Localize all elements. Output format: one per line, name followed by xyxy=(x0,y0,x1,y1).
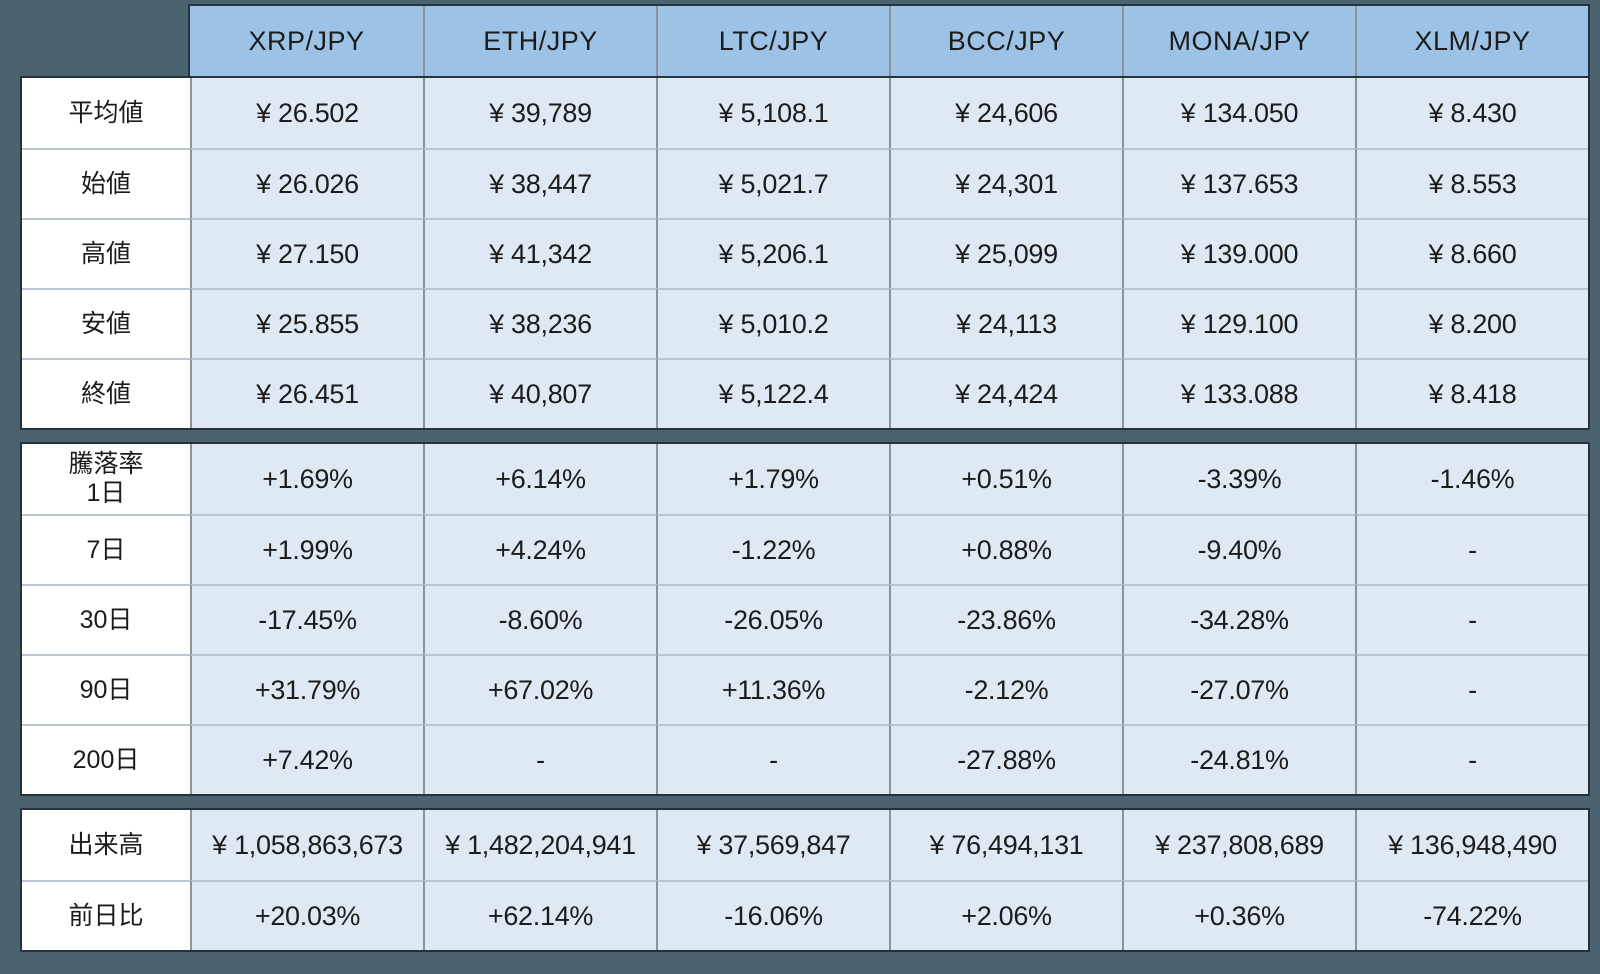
cell-high-mona: ¥ 139.000 xyxy=(1122,218,1355,288)
cell-open-bcc: ¥ 24,301 xyxy=(889,148,1122,218)
cell-prev-day-change-xrp: +20.03% xyxy=(190,880,423,950)
row-label-change-30d: 30日 xyxy=(22,584,190,654)
cell-volume-xrp: ¥ 1,058,863,673 xyxy=(190,810,423,880)
cell-change-30d-mona: -34.28% xyxy=(1122,584,1355,654)
cell-high-bcc: ¥ 25,099 xyxy=(889,218,1122,288)
cell-change-30d-xlm: - xyxy=(1355,584,1588,654)
crypto-price-comparison-table: XRP/JPY ETH/JPY LTC/JPY BCC/JPY MONA/JPY XLM/… xyxy=(20,4,1590,952)
row-label-change-200d: 200日 xyxy=(22,724,190,794)
cell-change-30d-eth: -8.60% xyxy=(423,584,656,654)
cell-change-200d-eth: - xyxy=(423,724,656,794)
cell-high-xrp: ¥ 27.150 xyxy=(190,218,423,288)
cell-average-ltc: ¥ 5,108.1 xyxy=(656,78,889,148)
cell-prev-day-change-eth: +62.14% xyxy=(423,880,656,950)
cell-change-1d-mona: -3.39% xyxy=(1122,444,1355,514)
cell-close-bcc: ¥ 24,424 xyxy=(889,358,1122,428)
cell-open-xrp: ¥ 26.026 xyxy=(190,148,423,218)
cell-open-xlm: ¥ 8.553 xyxy=(1355,148,1588,218)
cell-volume-bcc: ¥ 76,494,131 xyxy=(889,810,1122,880)
cell-low-bcc: ¥ 24,113 xyxy=(889,288,1122,358)
cell-close-eth: ¥ 40,807 xyxy=(423,358,656,428)
column-header-eth: ETH/JPY xyxy=(423,6,656,76)
cell-change-1d-bcc: +0.51% xyxy=(889,444,1122,514)
cell-open-mona: ¥ 137.653 xyxy=(1122,148,1355,218)
change-rate-section: 騰落率 1日 +1.69% +6.14% +1.79% +0.51% -3.39% -1.4… xyxy=(20,442,1590,796)
row-label-average: 平均値 xyxy=(22,78,190,148)
cell-low-eth: ¥ 38,236 xyxy=(423,288,656,358)
cell-change-200d-bcc: -27.88% xyxy=(889,724,1122,794)
cell-change-7d-xrp: +1.99% xyxy=(190,514,423,584)
cell-change-90d-ltc: +11.36% xyxy=(656,654,889,724)
row-label-change-90d: 90日 xyxy=(22,654,190,724)
cell-average-bcc: ¥ 24,606 xyxy=(889,78,1122,148)
corner-spacer xyxy=(20,4,188,76)
cell-change-90d-xlm: - xyxy=(1355,654,1588,724)
row-label-change-1d: 騰落率 1日 xyxy=(22,444,190,514)
row-label-close: 終値 xyxy=(22,358,190,428)
cell-change-7d-ltc: -1.22% xyxy=(656,514,889,584)
cell-change-200d-xrp: +7.42% xyxy=(190,724,423,794)
cell-average-xlm: ¥ 8.430 xyxy=(1355,78,1588,148)
row-label-change-7d: 7日 xyxy=(22,514,190,584)
cell-low-xlm: ¥ 8.200 xyxy=(1355,288,1588,358)
volume-section: 出来高 ¥ 1,058,863,673 ¥ 1,482,204,941 ¥ 37,56… xyxy=(20,808,1590,952)
cell-change-1d-ltc: +1.79% xyxy=(656,444,889,514)
cell-volume-eth: ¥ 1,482,204,941 xyxy=(423,810,656,880)
cell-prev-day-change-xlm: -74.22% xyxy=(1355,880,1588,950)
cell-average-mona: ¥ 134.050 xyxy=(1122,78,1355,148)
cell-high-eth: ¥ 41,342 xyxy=(423,218,656,288)
column-header-mona: MONA/JPY xyxy=(1122,6,1355,76)
column-headers: XRP/JPY ETH/JPY LTC/JPY BCC/JPY MONA/JPY XLM/… xyxy=(188,4,1590,76)
cell-prev-day-change-bcc: +2.06% xyxy=(889,880,1122,950)
row-label-open: 始値 xyxy=(22,148,190,218)
cell-change-200d-mona: -24.81% xyxy=(1122,724,1355,794)
cell-change-90d-mona: -27.07% xyxy=(1122,654,1355,724)
cell-change-1d-xrp: +1.69% xyxy=(190,444,423,514)
column-header-xrp: XRP/JPY xyxy=(190,6,423,76)
cell-close-ltc: ¥ 5,122.4 xyxy=(656,358,889,428)
cell-average-xrp: ¥ 26.502 xyxy=(190,78,423,148)
cell-change-7d-mona: -9.40% xyxy=(1122,514,1355,584)
cell-open-eth: ¥ 38,447 xyxy=(423,148,656,218)
cell-volume-xlm: ¥ 136,948,490 xyxy=(1355,810,1588,880)
cell-change-1d-xlm: -1.46% xyxy=(1355,444,1588,514)
cell-close-xrp: ¥ 26.451 xyxy=(190,358,423,428)
cell-high-xlm: ¥ 8.660 xyxy=(1355,218,1588,288)
cell-close-xlm: ¥ 8.418 xyxy=(1355,358,1588,428)
cell-change-30d-bcc: -23.86% xyxy=(889,584,1122,654)
cell-high-ltc: ¥ 5,206.1 xyxy=(656,218,889,288)
price-stats-section: 平均値 ¥ 26.502 ¥ 39,789 ¥ 5,108.1 ¥ 24,606 ¥ 13… xyxy=(20,76,1590,430)
cell-change-7d-bcc: +0.88% xyxy=(889,514,1122,584)
cell-low-xrp: ¥ 25.855 xyxy=(190,288,423,358)
cell-change-30d-xrp: -17.45% xyxy=(190,584,423,654)
cell-change-90d-xrp: +31.79% xyxy=(190,654,423,724)
cell-volume-mona: ¥ 237,808,689 xyxy=(1122,810,1355,880)
cell-change-30d-ltc: -26.05% xyxy=(656,584,889,654)
cell-change-200d-xlm: - xyxy=(1355,724,1588,794)
cell-open-ltc: ¥ 5,021.7 xyxy=(656,148,889,218)
cell-average-eth: ¥ 39,789 xyxy=(423,78,656,148)
column-header-ltc: LTC/JPY xyxy=(656,6,889,76)
cell-low-mona: ¥ 129.100 xyxy=(1122,288,1355,358)
row-label-volume: 出来高 xyxy=(22,810,190,880)
cell-low-ltc: ¥ 5,010.2 xyxy=(656,288,889,358)
cell-prev-day-change-ltc: -16.06% xyxy=(656,880,889,950)
cell-close-mona: ¥ 133.088 xyxy=(1122,358,1355,428)
cell-change-7d-eth: +4.24% xyxy=(423,514,656,584)
cell-change-90d-eth: +67.02% xyxy=(423,654,656,724)
cell-prev-day-change-mona: +0.36% xyxy=(1122,880,1355,950)
cell-change-200d-ltc: - xyxy=(656,724,889,794)
column-header-xlm: XLM/JPY xyxy=(1355,6,1588,76)
column-header-bcc: BCC/JPY xyxy=(889,6,1122,76)
row-label-low: 安値 xyxy=(22,288,190,358)
cell-volume-ltc: ¥ 37,569,847 xyxy=(656,810,889,880)
cell-change-7d-xlm: - xyxy=(1355,514,1588,584)
table-header-row: XRP/JPY ETH/JPY LTC/JPY BCC/JPY MONA/JPY XLM/… xyxy=(20,4,1590,76)
row-label-high: 高値 xyxy=(22,218,190,288)
row-label-prev-day-change: 前日比 xyxy=(22,880,190,950)
cell-change-90d-bcc: -2.12% xyxy=(889,654,1122,724)
cell-change-1d-eth: +6.14% xyxy=(423,444,656,514)
